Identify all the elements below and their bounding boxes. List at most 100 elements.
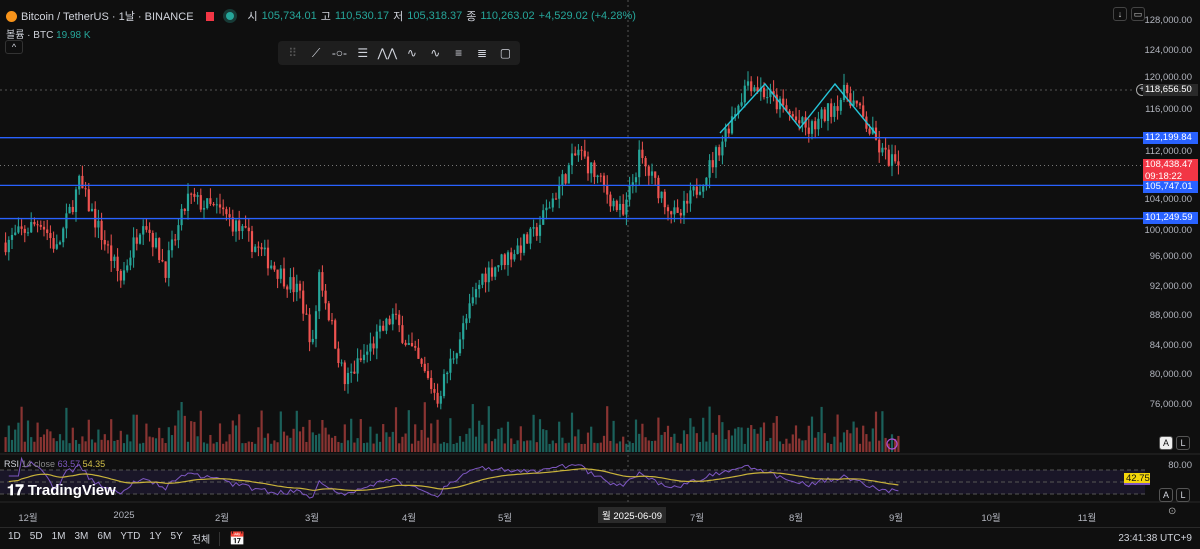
volume-bar xyxy=(737,427,740,452)
candle-body xyxy=(273,265,276,270)
price-tick: 104,000.00 xyxy=(1144,194,1192,205)
settings-icon[interactable]: ⊙ xyxy=(1168,506,1177,517)
range-button-전체[interactable]: 전체 xyxy=(191,535,211,546)
candle-body xyxy=(609,194,612,207)
bitcoin-icon xyxy=(6,10,17,22)
candle-body xyxy=(26,232,30,234)
candle-body xyxy=(484,273,487,283)
candle-body xyxy=(830,103,833,117)
abcd-pattern-icon[interactable]: ∿ xyxy=(430,46,441,60)
candle-body xyxy=(410,343,414,347)
clock[interactable]: 23:41:38 UTC+9 xyxy=(1118,533,1192,544)
low-label: 저 xyxy=(393,11,404,23)
volume-bar xyxy=(90,439,94,452)
pattern-icon[interactable]: ⋀⋀ xyxy=(377,46,398,60)
range-button-5Y[interactable]: 5Y xyxy=(170,531,183,542)
range-button-1Y[interactable]: 1Y xyxy=(149,531,162,542)
price-tick: 96,000.00 xyxy=(1149,251,1192,263)
rsi-log-scale-button[interactable]: L xyxy=(1176,488,1190,502)
auto-scale-button[interactable]: A xyxy=(1159,436,1173,450)
volume-bar xyxy=(778,441,782,452)
go-to-date-icon[interactable]: 📅 xyxy=(229,530,246,546)
volume-bar xyxy=(30,437,33,452)
range-button-5D[interactable]: 5D xyxy=(29,531,43,542)
volume-bar xyxy=(250,441,254,452)
candle-body xyxy=(122,270,126,281)
volume-bar xyxy=(612,420,615,452)
volume-bar xyxy=(193,421,196,452)
range-button-1D[interactable]: 1D xyxy=(8,531,21,542)
time-tick: 7월 xyxy=(689,513,705,524)
symbol-title[interactable]: Bitcoin / TetherUS · 1날 · BINANCE xyxy=(21,11,194,23)
log-scale-button[interactable]: L xyxy=(1176,436,1190,450)
volume-bar xyxy=(750,425,753,452)
horizontal-ray-icon[interactable]: -○- xyxy=(331,46,348,60)
candle-body xyxy=(580,149,583,151)
range-button-6M[interactable]: 6M xyxy=(97,531,112,542)
flag-icon[interactable] xyxy=(205,11,214,21)
volume-bar xyxy=(711,432,714,452)
candle-body xyxy=(238,220,241,232)
short-position-icon[interactable]: ≣ xyxy=(476,46,488,60)
volume-bar xyxy=(673,433,676,452)
candle-body xyxy=(798,120,801,124)
elliott-wave-icon[interactable]: ∿ xyxy=(406,46,417,60)
fib-retracement-icon[interactable]: ☰ xyxy=(357,46,369,60)
range-button-YTD[interactable]: YTD xyxy=(120,531,141,542)
volume-bar xyxy=(36,422,39,452)
rsi-auto-scale-button[interactable]: A xyxy=(1159,488,1173,502)
fullscreen-icon[interactable]: ▭ xyxy=(1131,7,1145,21)
range-button-1M[interactable]: 1M xyxy=(51,531,66,542)
hline-price-label-3[interactable]: 101,249.59 xyxy=(1143,212,1198,224)
range-button-3M[interactable]: 3M xyxy=(74,531,89,542)
candle-body xyxy=(138,234,142,244)
drag-handle-icon[interactable]: ⠿ xyxy=(288,46,298,60)
candle-body xyxy=(49,233,52,239)
volume-bar xyxy=(334,435,337,452)
volume-bar xyxy=(119,430,122,452)
rectangle-icon[interactable]: ▢ xyxy=(499,46,512,60)
trend-line-icon[interactable]: ⟋ xyxy=(311,45,321,60)
candle-body xyxy=(449,358,452,373)
volume-label: 볼륨 · BTC xyxy=(6,30,54,41)
candle-body xyxy=(759,87,762,92)
candle-body xyxy=(647,166,650,176)
rsi-legend: RSI 14 close 63.57 54.35 xyxy=(4,459,105,469)
volume-bar xyxy=(791,434,794,452)
candle-body xyxy=(215,204,218,206)
candle-body xyxy=(375,331,378,349)
candle-body xyxy=(14,232,17,235)
volume-bar xyxy=(161,438,164,452)
candle-body xyxy=(497,265,500,268)
hline-price-label-1[interactable]: 112,199.84 xyxy=(1143,132,1198,144)
volume-bar xyxy=(321,420,324,452)
collapse-legend-button[interactable]: ^ xyxy=(5,40,23,54)
volume-bar xyxy=(538,419,542,452)
candle-body xyxy=(500,254,503,266)
rsi-axis-80: 80.00 xyxy=(1168,460,1192,471)
candle-body xyxy=(263,247,266,250)
volume-bar xyxy=(721,422,724,452)
volume-bar xyxy=(698,441,702,452)
price-chart[interactable] xyxy=(0,0,1200,527)
hline-price-label-2[interactable]: 105,747.01 xyxy=(1143,181,1198,193)
candle-body xyxy=(106,244,110,246)
candle-body xyxy=(766,97,769,99)
candle-body xyxy=(282,268,286,287)
volume-bar xyxy=(718,415,721,452)
time-tick: 9월 xyxy=(888,513,904,524)
volume-bar xyxy=(570,412,574,452)
volume-bar xyxy=(110,419,113,452)
rsi-label: RSI xyxy=(4,459,20,469)
candle-body xyxy=(455,353,458,359)
candle-body xyxy=(206,198,209,209)
long-position-icon[interactable]: ≡ xyxy=(455,46,463,60)
lightning-icon xyxy=(886,438,898,450)
candle-body xyxy=(558,185,561,199)
volume-bar xyxy=(481,424,484,452)
volume-bar xyxy=(84,441,87,452)
volume-bar xyxy=(596,443,599,452)
candle-body xyxy=(385,318,388,331)
download-icon[interactable]: ↓ xyxy=(1113,7,1127,21)
volume-bar xyxy=(254,443,257,452)
